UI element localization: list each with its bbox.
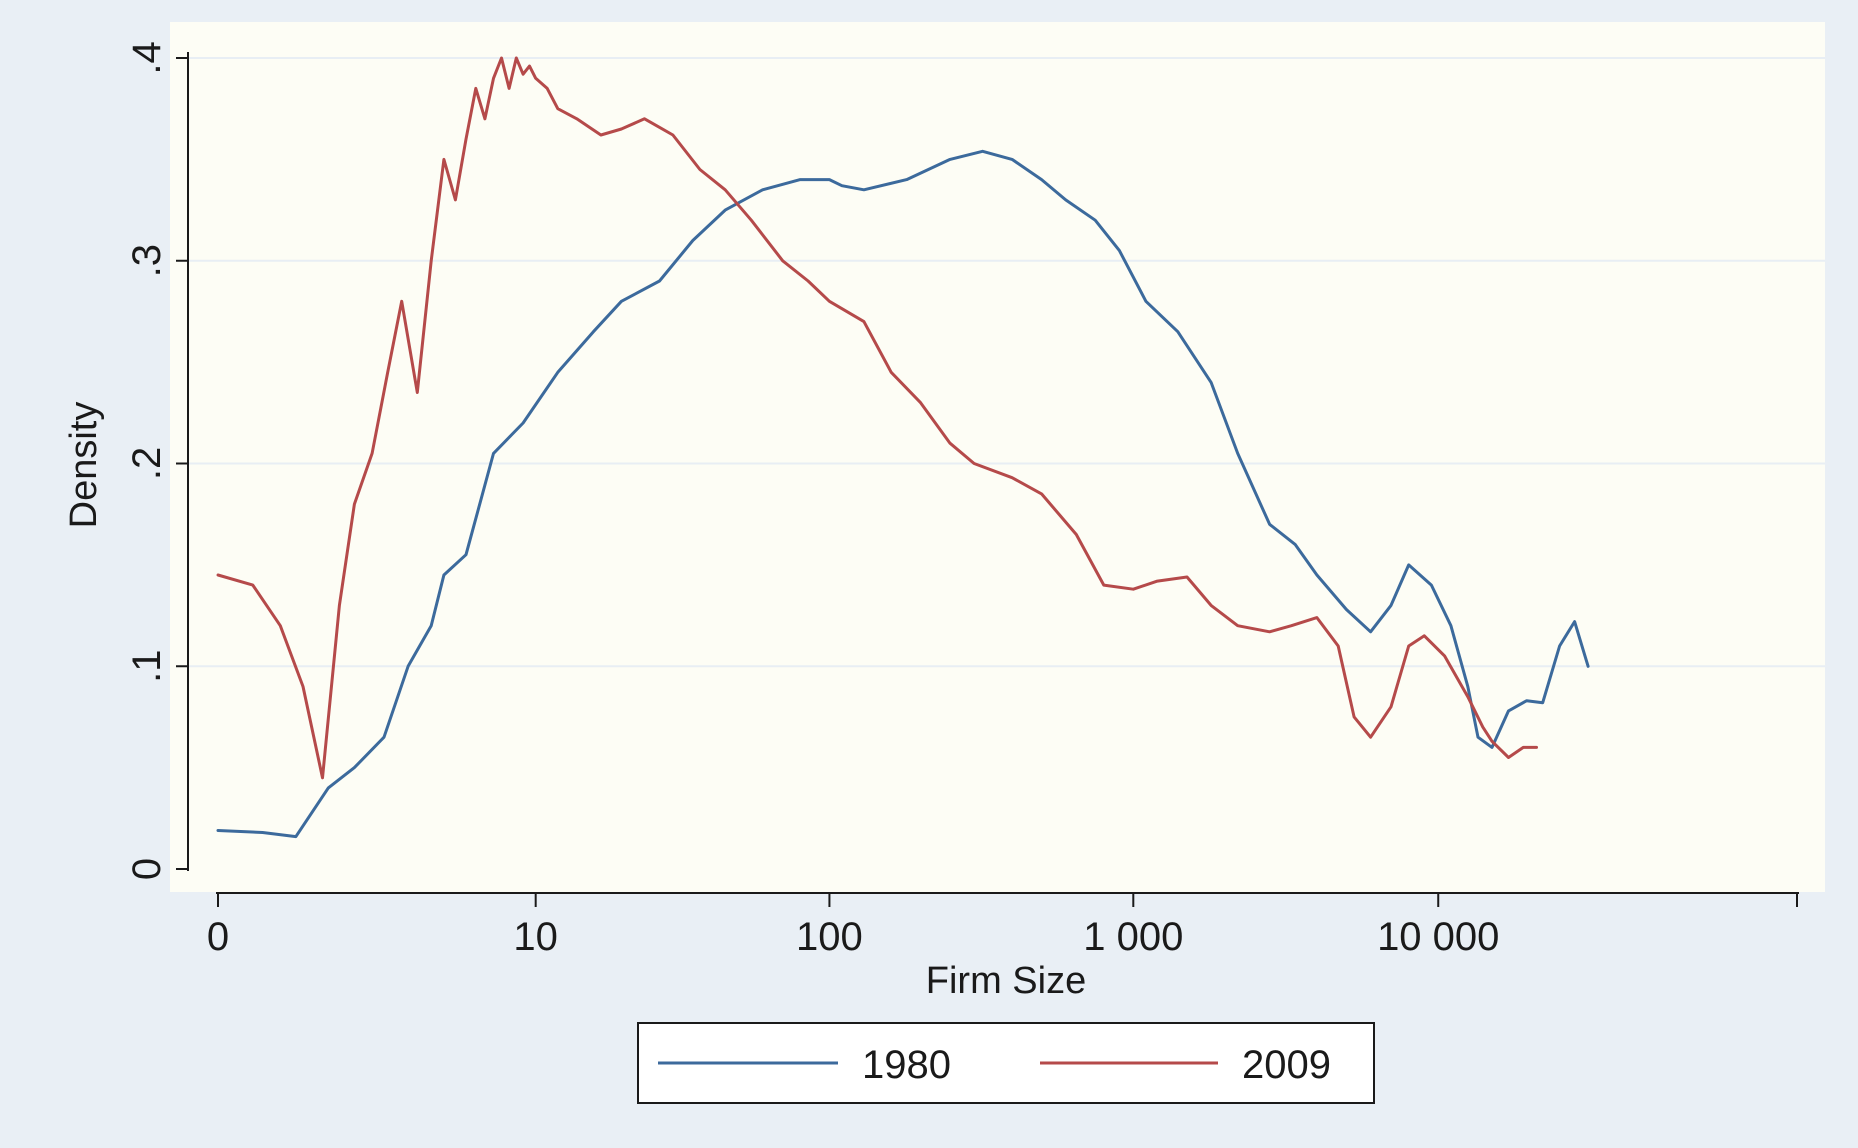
y-tick-label-2: .2 <box>125 447 169 480</box>
plot-area <box>170 22 1825 892</box>
x-tick-label-4: 10 000 <box>1377 915 1499 959</box>
y-tick-label-1: .1 <box>125 650 169 683</box>
x-tick-label-0: 0 <box>207 915 229 959</box>
legend-label-2009: 2009 <box>1242 1043 1331 1087</box>
legend-label-1980: 1980 <box>862 1043 951 1087</box>
y-tick-label-3: .3 <box>125 244 169 277</box>
series-line-2009 <box>216 56 1538 780</box>
series-line-1980 <box>216 149 1590 839</box>
x-tick-label-1: 10 <box>513 915 558 959</box>
y-tick-label-4: .4 <box>125 41 169 74</box>
x-tick-label-2: 100 <box>796 915 863 959</box>
y-axis-title: Density <box>63 402 105 529</box>
x-tick-label-3: 1 000 <box>1083 915 1183 959</box>
x-axis-title: Firm Size <box>926 960 1086 1002</box>
y-tick-label-0: 0 <box>125 858 169 880</box>
x-axis-ticks: 0 10 100 1 000 10 000 <box>207 893 1798 959</box>
axes <box>187 52 1799 894</box>
series-lines <box>216 56 1590 839</box>
legend: 1980 2009 <box>637 1022 1375 1104</box>
y-axis-ticks: 0 .1 .2 .3 .4 <box>125 41 188 880</box>
